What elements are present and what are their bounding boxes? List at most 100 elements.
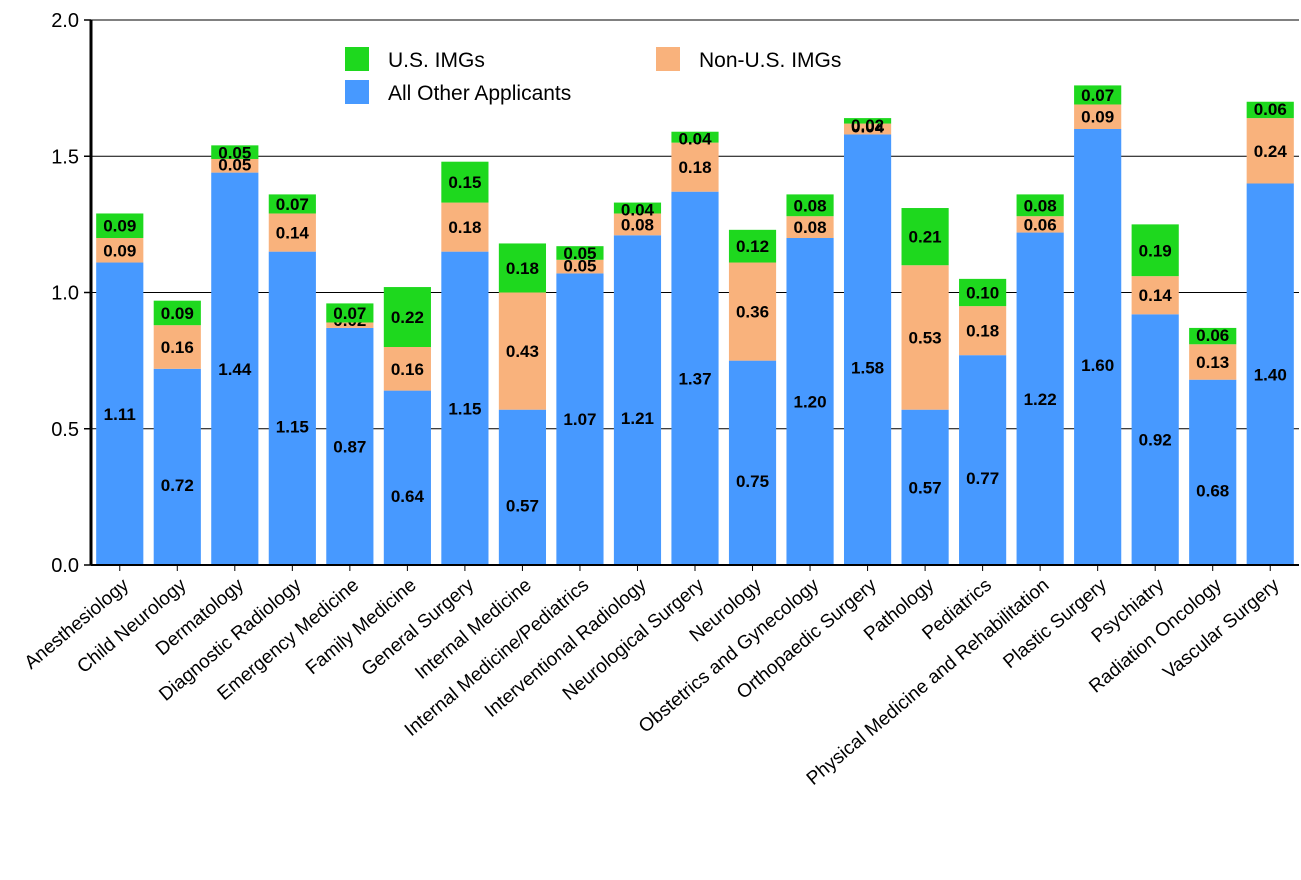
- data-label-1-1: 0.16: [161, 338, 194, 357]
- data-label-0-15: 0.77: [966, 469, 999, 488]
- data-label-2-7: 0.18: [506, 259, 539, 278]
- data-label-2-10: 0.04: [678, 130, 712, 149]
- y-tick-label-0: 0.0: [51, 555, 79, 577]
- data-label-1-8: 0.05: [563, 256, 596, 275]
- y-tick-label-4: 2.0: [51, 10, 79, 32]
- data-label-0-11: 0.75: [736, 472, 769, 491]
- data-label-2-5: 0.22: [391, 308, 424, 327]
- bar-2-6: [441, 161, 489, 203]
- bar-0-12: [786, 238, 834, 565]
- data-label-1-3: 0.14: [276, 224, 310, 243]
- data-label-1-5: 0.16: [391, 360, 424, 379]
- bar-0-14: [901, 409, 949, 565]
- bar-1-9: [613, 213, 662, 236]
- data-label-0-19: 0.68: [1196, 481, 1229, 500]
- data-label-2-15: 0.10: [966, 284, 999, 303]
- bar-1-0: [96, 238, 144, 263]
- bar-2-5: [383, 287, 431, 347]
- bar-2-8: [556, 246, 604, 260]
- data-label-1-7: 0.43: [506, 342, 539, 361]
- data-label-0-10: 1.37: [678, 369, 711, 388]
- bar-2-10: [671, 131, 719, 143]
- bar-0-16: [1016, 232, 1064, 566]
- data-label-2-1: 0.09: [161, 304, 194, 323]
- data-label-0-14: 0.57: [909, 478, 942, 497]
- bar-1-1: [153, 325, 201, 369]
- data-label-2-3: 0.07: [276, 195, 309, 214]
- x-tick-label-17: Plastic Surgery: [999, 574, 1111, 673]
- bar-0-7: [498, 409, 547, 565]
- data-label-0-2: 1.44: [218, 360, 252, 379]
- bar-2-13: [843, 118, 892, 124]
- bar-1-20: [1246, 118, 1294, 184]
- legend-label-2: All Other Applicants: [388, 82, 571, 105]
- data-label-2-8: 0.05: [563, 244, 596, 263]
- data-label-0-18: 0.92: [1139, 431, 1172, 450]
- data-label-0-1: 0.72: [161, 476, 194, 495]
- data-label-0-7: 0.57: [506, 496, 539, 515]
- bar-0-3: [268, 251, 316, 565]
- bar-2-16: [1016, 194, 1064, 217]
- bar-0-8: [556, 273, 604, 565]
- data-label-1-12: 0.08: [794, 218, 827, 237]
- bar-2-12: [786, 194, 834, 217]
- data-label-0-8: 1.07: [563, 410, 596, 429]
- data-label-1-2: 0.05: [218, 156, 251, 175]
- bar-0-19: [1189, 379, 1237, 565]
- data-label-2-17: 0.07: [1081, 86, 1114, 105]
- bar-0-11: [728, 360, 777, 565]
- legend-swatch-0: [345, 47, 369, 71]
- data-label-2-16: 0.08: [1024, 196, 1057, 215]
- bar-1-10: [671, 142, 719, 192]
- data-label-1-17: 0.09: [1081, 108, 1114, 127]
- data-label-2-18: 0.19: [1139, 241, 1172, 260]
- y-tick-label-3: 1.5: [51, 146, 79, 168]
- data-label-0-12: 1.20: [794, 393, 827, 412]
- data-label-0-3: 1.15: [276, 417, 309, 436]
- bar-0-4: [326, 327, 374, 565]
- data-label-2-6: 0.15: [448, 173, 481, 192]
- bar-2-0: [96, 213, 144, 238]
- y-tick-label-1: 0.5: [51, 419, 79, 441]
- legend-swatch-2: [345, 80, 369, 104]
- legend-swatch-1: [656, 47, 680, 71]
- bar-2-15: [959, 278, 1007, 307]
- bar-2-7: [498, 243, 547, 293]
- bar-1-13: [843, 123, 892, 135]
- bar-1-12: [786, 216, 834, 238]
- bar-2-9: [613, 202, 662, 214]
- bar-1-17: [1074, 104, 1122, 129]
- bar-1-5: [383, 347, 431, 391]
- data-label-0-4: 0.87: [333, 437, 366, 456]
- bar-0-17: [1074, 129, 1122, 565]
- data-label-0-9: 1.21: [621, 409, 654, 428]
- bar-0-18: [1131, 314, 1179, 565]
- bar-2-20: [1246, 101, 1294, 119]
- bar-0-20: [1246, 183, 1294, 565]
- bar-0-0: [96, 262, 144, 565]
- data-label-1-11: 0.36: [736, 303, 769, 322]
- bar-2-3: [268, 194, 316, 214]
- bar-1-11: [728, 262, 777, 361]
- data-label-1-0: 0.09: [103, 241, 136, 260]
- data-label-2-2: 0.05: [218, 143, 251, 162]
- bar-0-13: [843, 134, 892, 565]
- bar-2-4: [326, 303, 374, 323]
- data-label-1-14: 0.53: [909, 328, 942, 347]
- data-label-0-6: 1.15: [448, 399, 481, 418]
- bar-2-11: [728, 229, 777, 263]
- data-label-1-15: 0.18: [966, 322, 999, 341]
- data-label-2-19: 0.06: [1196, 326, 1229, 345]
- data-label-2-14: 0.21: [909, 228, 942, 247]
- data-label-0-13: 1.58: [851, 359, 884, 378]
- bar-1-7: [498, 292, 547, 410]
- bar-0-2: [211, 172, 259, 565]
- bar-0-15: [959, 355, 1007, 565]
- bar-2-14: [901, 208, 949, 266]
- data-label-2-20: 0.06: [1254, 100, 1287, 119]
- bar-1-16: [1016, 216, 1064, 233]
- bar-1-19: [1189, 344, 1237, 380]
- bar-0-9: [613, 235, 662, 565]
- bar-2-1: [153, 300, 201, 326]
